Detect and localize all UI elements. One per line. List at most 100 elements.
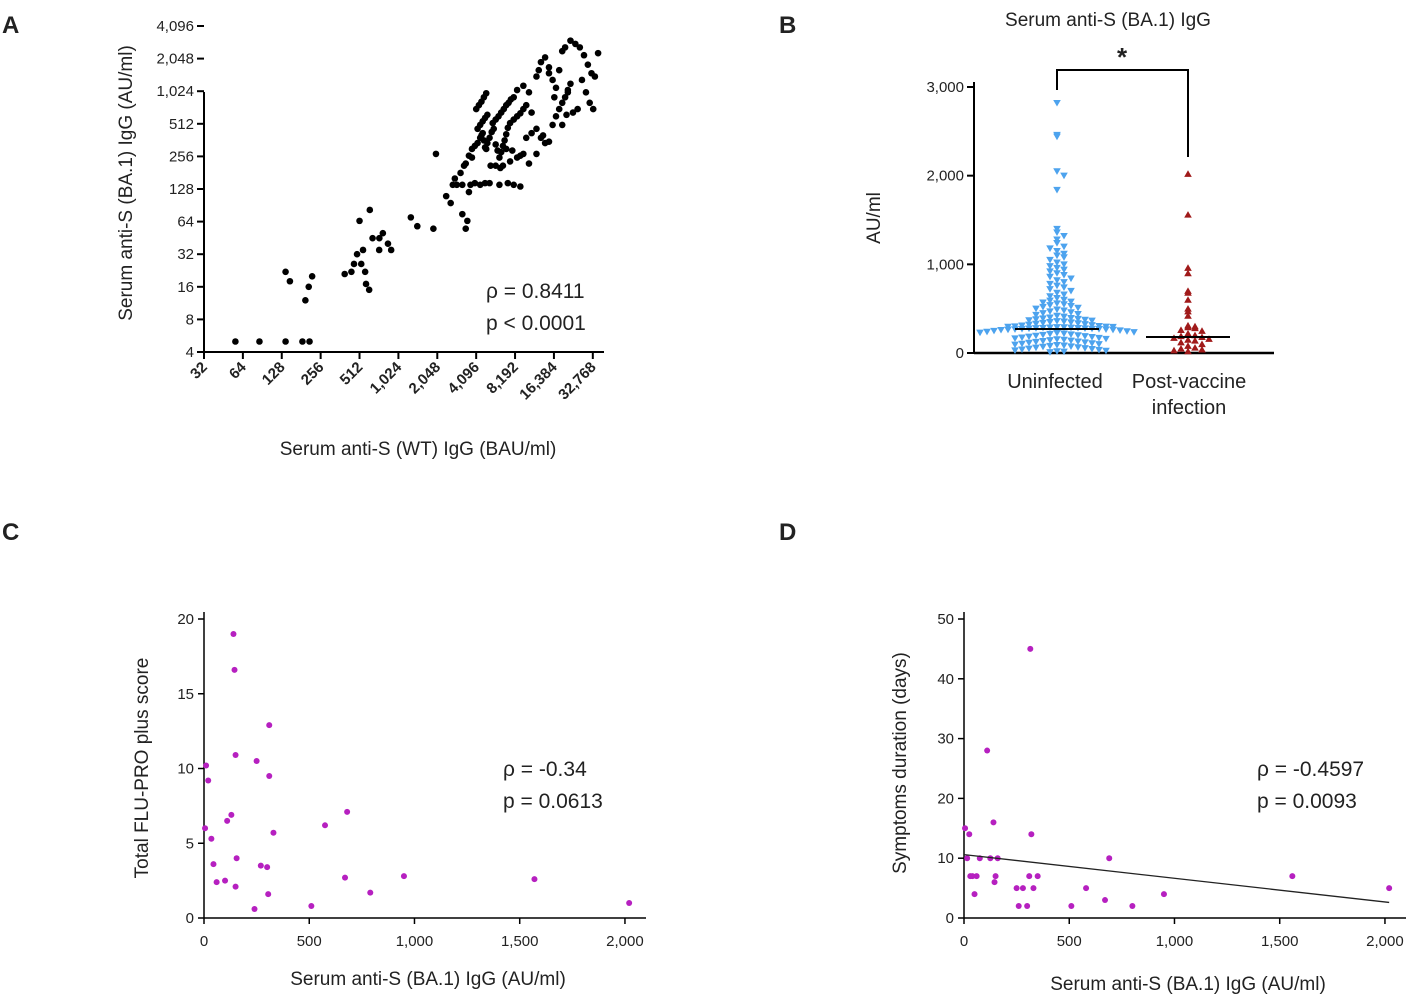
- panel-c-x-tick-label: 2,000: [606, 933, 644, 950]
- panel-d-y-tick-label: 40: [937, 671, 954, 688]
- panel-b-point: [1053, 295, 1061, 302]
- panel-b-point: [1184, 170, 1192, 177]
- panel-d-point: [1160, 891, 1167, 898]
- panel-a-point: [578, 76, 586, 84]
- panel-d-y-ticks: 0 10 20 30 40 50: [937, 611, 964, 927]
- panel-b-point: [1011, 347, 1019, 354]
- panel-d-point: [1289, 873, 1296, 880]
- panel-a-rho: ρ = 0.8411: [486, 280, 585, 303]
- panel-b-point: [1184, 307, 1192, 315]
- panel-d-point: [969, 873, 976, 880]
- panel-d-point: [1106, 855, 1113, 862]
- panel-c-point: [367, 889, 374, 896]
- panel-b-point: [1053, 252, 1061, 260]
- panel-a-point: [499, 162, 507, 170]
- panel-b-point: [1081, 321, 1089, 328]
- panel-c-point: [531, 876, 538, 883]
- panel-a-point: [375, 246, 383, 254]
- panel-b-point: [1102, 335, 1110, 343]
- panel-a-point: [586, 99, 594, 107]
- panel-b-point: [1074, 338, 1082, 346]
- panel-b-point: [1067, 324, 1075, 332]
- panel-b-point: [1011, 335, 1019, 342]
- panel-b-point: [1067, 331, 1075, 338]
- panel-b-point: [1177, 326, 1185, 333]
- panel-d-point: [973, 873, 980, 880]
- panel-d-label: D: [779, 519, 796, 546]
- panel-a-y-tick-label: 4: [186, 344, 194, 361]
- panel-b-point: [1025, 317, 1033, 324]
- panel-c-label: C: [2, 519, 19, 546]
- panel-d-point: [964, 855, 971, 862]
- panel-b-point: [1184, 323, 1192, 331]
- panel-a-y-tick-label: 128: [169, 181, 194, 198]
- panel-a-point: [350, 260, 358, 268]
- panel-b-point: [1067, 343, 1075, 350]
- panel-a-point: [552, 113, 560, 120]
- panel-b-y-tick-label: 0: [956, 345, 964, 362]
- panel-c-point: [626, 900, 633, 907]
- panel-a-x-tick-label: 32: [187, 359, 211, 383]
- panel-a-y-tick-label: 16: [177, 279, 194, 296]
- panel-a-point: [582, 89, 590, 96]
- panel-b-label: B: [779, 12, 796, 39]
- panel-b-point: [1011, 341, 1019, 349]
- panel-d-point: [991, 879, 998, 886]
- panel-a-point: [561, 93, 569, 101]
- panel-b-point: [1046, 273, 1054, 281]
- panel-b-point: [1046, 263, 1054, 270]
- panel-a-y-tick-label: 4,096: [156, 18, 194, 35]
- panel-a-point: [522, 134, 530, 142]
- panel-b-point: [1060, 254, 1068, 261]
- panel-b-point: [1184, 329, 1192, 337]
- panel-b-point: [1018, 346, 1026, 354]
- panel-b-point: [1095, 346, 1103, 354]
- panel-a-point: [552, 84, 560, 92]
- panel-a-point: [502, 130, 510, 138]
- panel-a-point: [591, 73, 599, 80]
- panel-a-x-tick-label: 32,768: [555, 359, 599, 403]
- panel-b-point: [1060, 279, 1068, 286]
- panel-c-pvalue: p = 0.0613: [503, 790, 603, 813]
- panel-a-point: [490, 125, 498, 133]
- panel-b-category-uninfected: Uninfected: [1007, 371, 1103, 393]
- panel-b-point: [1060, 284, 1068, 291]
- panel-d: D 0 10 20 30 40 50 0 500 1,000 1,500 2,000 Serum …: [779, 519, 1406, 995]
- panel-d-point: [1028, 831, 1035, 838]
- panel-a-point: [510, 93, 518, 101]
- panel-d-point: [984, 747, 991, 754]
- panel-b-point: [1032, 320, 1040, 328]
- panel-b-significance: *: [1117, 42, 1128, 72]
- panel-b-point: [1067, 309, 1075, 316]
- panel-a-y-tick-label: 1,024: [156, 83, 194, 100]
- panel-b-point: [1053, 186, 1061, 194]
- panel-d-point: [1019, 885, 1026, 892]
- panel-a-point: [589, 105, 597, 113]
- panel-a-point: [379, 229, 387, 237]
- panel-b-point: [1198, 345, 1206, 353]
- panel-b-point: [1081, 345, 1089, 352]
- panel-b-point: [1046, 280, 1054, 288]
- panel-d-point: [1013, 885, 1020, 892]
- panel-b: B Serum anti-S (BA.1) IgG 0 1,000 2,000 3,0…: [779, 10, 1274, 419]
- panel-a-y-ticks: 4 8 16 32 64 128 256 512 1,024 2,048 4,096: [156, 18, 204, 361]
- panel-a-point: [413, 222, 421, 230]
- panel-b-point: [1088, 340, 1096, 347]
- panel-b-point: [1046, 342, 1054, 350]
- panel-b-point: [1039, 338, 1047, 345]
- panel-b-point: [1060, 318, 1068, 326]
- panel-a-point: [487, 162, 494, 170]
- panel-b-point: [1018, 334, 1026, 342]
- panel-d-y-tick-label: 30: [937, 731, 954, 748]
- panel-a-point: [462, 160, 470, 167]
- panel-a-point: [484, 111, 491, 119]
- panel-b-point: [1046, 349, 1054, 356]
- panel-a-point: [533, 73, 540, 80]
- panel-b-point: [1053, 289, 1061, 297]
- panel-b-point: [1067, 303, 1075, 310]
- panel-c-point: [202, 825, 209, 832]
- panel-b-point: [1184, 342, 1192, 349]
- panel-b-category-post-vaccine: Post-vaccine: [1132, 371, 1247, 393]
- panel-a-point: [457, 169, 464, 177]
- panel-b-point: [1088, 322, 1096, 329]
